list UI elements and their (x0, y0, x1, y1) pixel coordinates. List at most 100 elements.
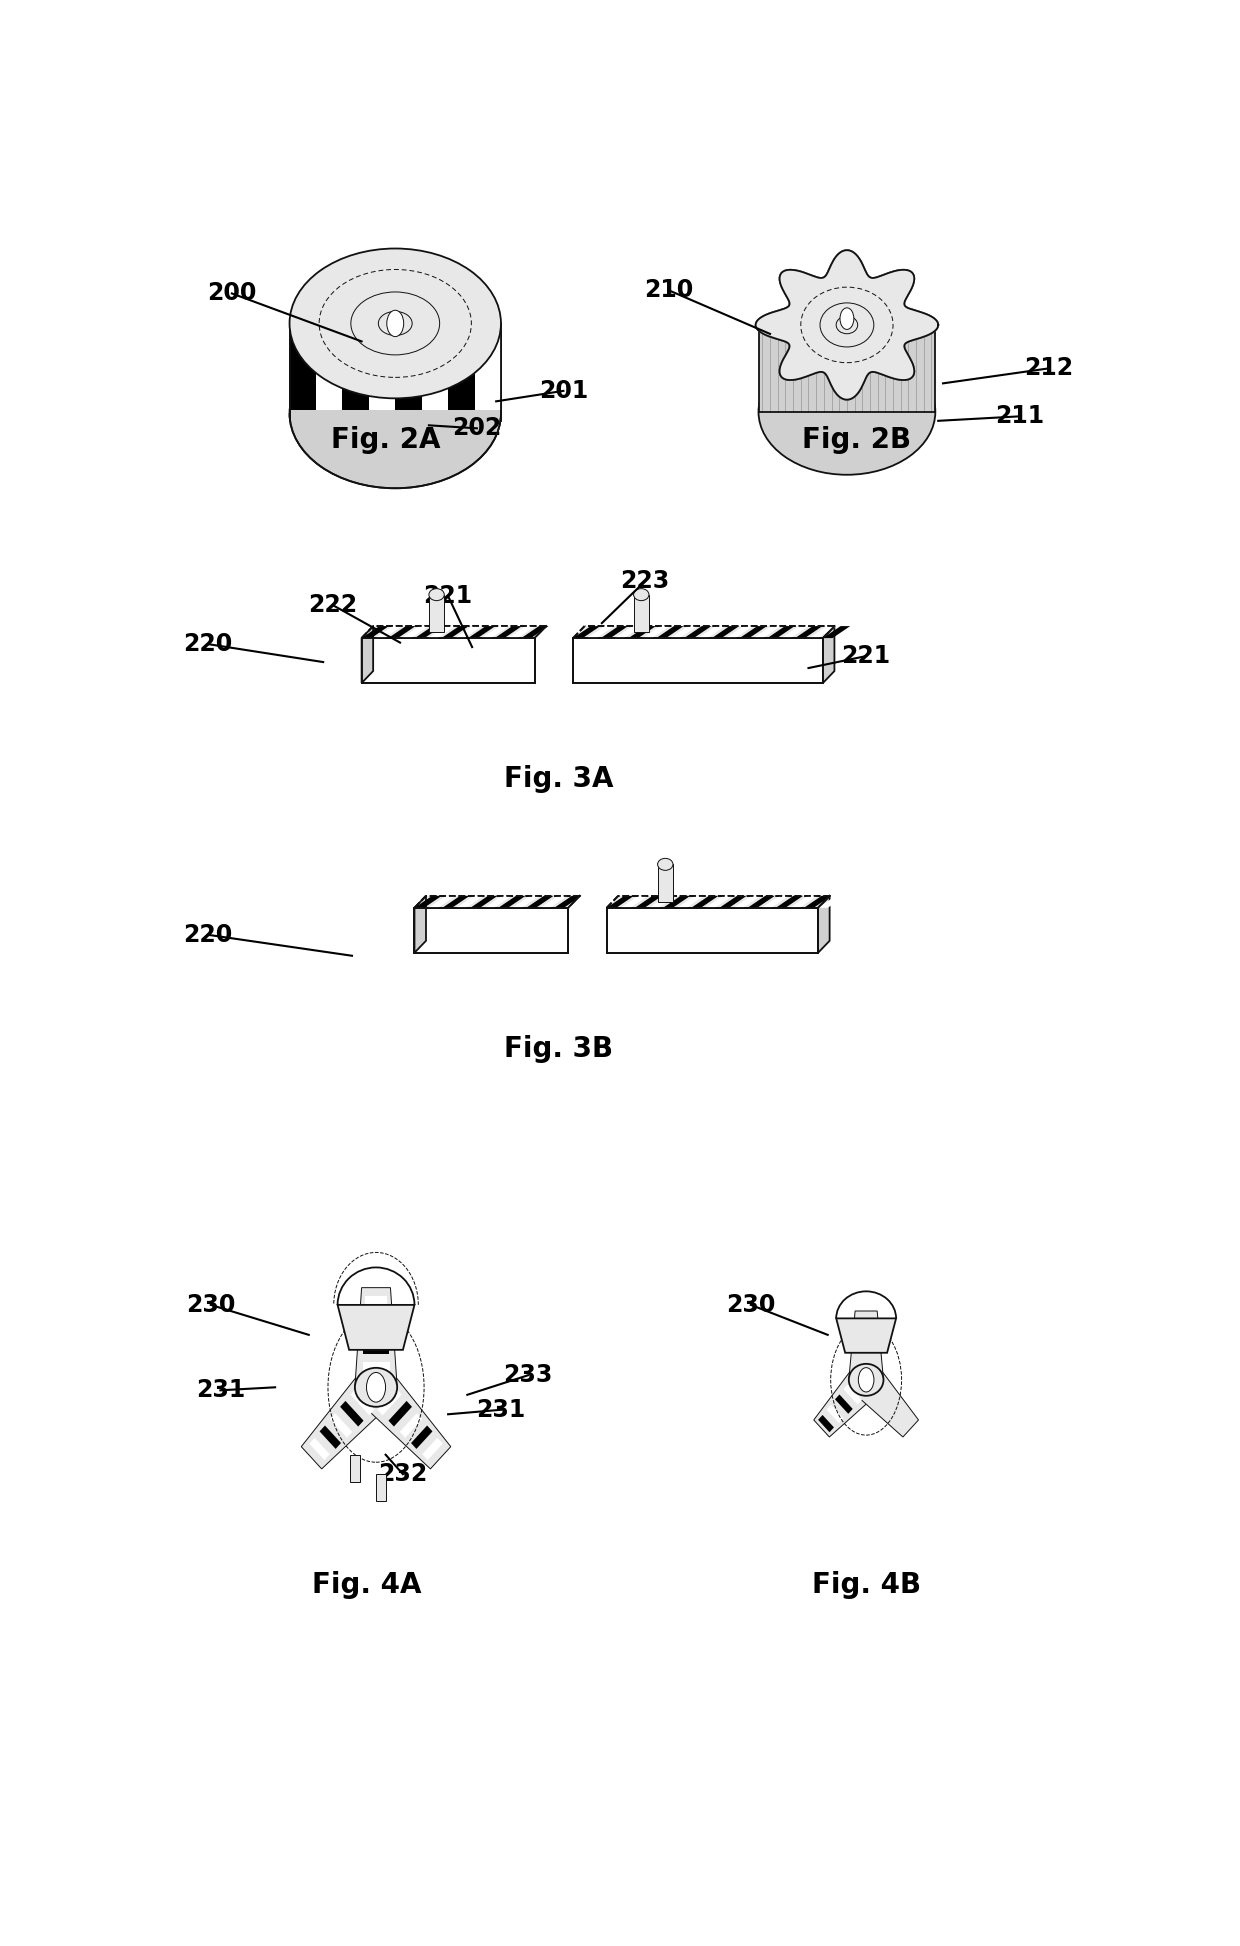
Text: 221: 221 (424, 584, 472, 609)
Ellipse shape (657, 858, 673, 870)
Polygon shape (374, 627, 402, 638)
Polygon shape (366, 1376, 392, 1405)
Polygon shape (712, 627, 739, 638)
Ellipse shape (849, 1364, 883, 1395)
Text: 201: 201 (539, 379, 588, 403)
Text: Fig. 3B: Fig. 3B (503, 1035, 614, 1063)
Polygon shape (761, 895, 789, 907)
Polygon shape (541, 895, 568, 907)
Polygon shape (414, 895, 427, 954)
Polygon shape (495, 627, 522, 638)
Polygon shape (573, 638, 823, 683)
Polygon shape (818, 895, 846, 907)
Polygon shape (362, 627, 373, 683)
Polygon shape (340, 1401, 363, 1426)
Polygon shape (351, 1389, 374, 1415)
Polygon shape (813, 1366, 878, 1436)
Polygon shape (508, 627, 536, 638)
Polygon shape (852, 1374, 872, 1395)
Polygon shape (361, 1372, 451, 1469)
Polygon shape (835, 1395, 853, 1415)
Polygon shape (428, 627, 455, 638)
Polygon shape (429, 895, 456, 907)
Polygon shape (836, 1317, 897, 1352)
Text: Fig. 2A: Fig. 2A (331, 426, 440, 453)
Polygon shape (410, 1426, 433, 1450)
Polygon shape (414, 895, 441, 907)
Text: 222: 222 (309, 594, 357, 617)
Ellipse shape (289, 249, 501, 399)
Polygon shape (362, 627, 389, 638)
Polygon shape (568, 895, 595, 907)
Polygon shape (498, 895, 526, 907)
Polygon shape (849, 1312, 883, 1380)
Polygon shape (376, 1475, 386, 1500)
Polygon shape (573, 627, 600, 638)
Polygon shape (795, 627, 822, 638)
Text: 233: 233 (503, 1364, 553, 1387)
Polygon shape (361, 1376, 386, 1405)
Text: 230: 230 (186, 1292, 236, 1317)
Ellipse shape (429, 588, 444, 601)
Polygon shape (739, 627, 766, 638)
Polygon shape (629, 627, 656, 638)
Polygon shape (320, 1426, 341, 1450)
Polygon shape (606, 895, 634, 907)
Polygon shape (657, 864, 673, 901)
Text: Fig. 3A: Fig. 3A (503, 765, 614, 792)
Polygon shape (854, 1366, 919, 1436)
Polygon shape (601, 627, 629, 638)
Text: 223: 223 (620, 568, 670, 594)
Polygon shape (677, 895, 704, 907)
Polygon shape (755, 251, 939, 399)
Polygon shape (414, 907, 568, 954)
Polygon shape (615, 627, 642, 638)
Polygon shape (467, 627, 495, 638)
Polygon shape (843, 1384, 862, 1405)
Polygon shape (818, 1415, 835, 1432)
Text: Fig. 4A: Fig. 4A (311, 1570, 422, 1600)
Polygon shape (330, 1413, 352, 1438)
Text: 220: 220 (184, 922, 232, 948)
Circle shape (858, 1368, 874, 1391)
Ellipse shape (289, 339, 501, 488)
Polygon shape (573, 627, 835, 638)
Polygon shape (366, 1296, 387, 1304)
Polygon shape (316, 327, 342, 411)
Polygon shape (755, 251, 939, 399)
Ellipse shape (634, 588, 649, 601)
Polygon shape (388, 1401, 412, 1426)
Polygon shape (414, 895, 580, 907)
Polygon shape (441, 627, 469, 638)
Polygon shape (423, 1438, 443, 1460)
Polygon shape (362, 638, 534, 683)
Polygon shape (521, 627, 548, 638)
Polygon shape (823, 627, 835, 683)
Polygon shape (301, 1372, 391, 1469)
Polygon shape (804, 895, 831, 907)
Polygon shape (621, 895, 649, 907)
Polygon shape (512, 895, 539, 907)
Polygon shape (768, 627, 795, 638)
Polygon shape (827, 1405, 843, 1423)
Polygon shape (719, 895, 746, 907)
Circle shape (839, 307, 854, 329)
Polygon shape (402, 627, 429, 638)
Text: 231: 231 (196, 1378, 246, 1403)
Text: Fig. 4B: Fig. 4B (811, 1570, 921, 1600)
Polygon shape (759, 325, 935, 413)
Text: 231: 231 (476, 1397, 526, 1423)
Polygon shape (448, 327, 475, 411)
Polygon shape (823, 627, 851, 638)
Text: 220: 220 (184, 632, 232, 656)
Text: 202: 202 (453, 416, 501, 440)
Polygon shape (399, 1413, 423, 1438)
Polygon shape (642, 627, 670, 638)
Polygon shape (684, 627, 712, 638)
Polygon shape (443, 895, 470, 907)
Text: 211: 211 (996, 405, 1044, 428)
Text: 212: 212 (1024, 356, 1074, 379)
Polygon shape (691, 895, 718, 907)
Polygon shape (485, 895, 512, 907)
Polygon shape (534, 627, 562, 638)
